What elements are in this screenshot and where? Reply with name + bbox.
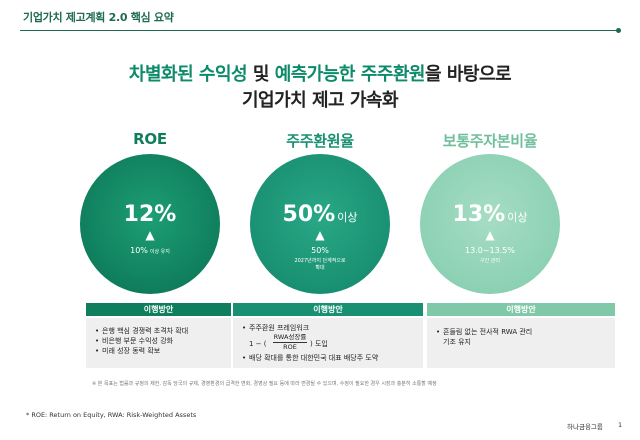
list-item: 배당 확대를 통한 대한민국 대표 배당주 도약 <box>233 353 423 363</box>
shareholder-return-current-value: 50% <box>311 246 329 255</box>
headline-accent-shareholder-return: 예측가능한 주주환원 <box>274 64 426 85</box>
panel-title-roe: 이행방안 <box>86 303 231 316</box>
cet1-circle: 13% 이상 ▲ 13.0~13.5% 구간 관리 <box>420 154 560 294</box>
header-divider <box>20 28 621 33</box>
list-item: 미래 성장 동력 확보 <box>86 346 231 356</box>
roe-current-value: 10% 이상 유지 <box>130 246 170 255</box>
headline-line1: 차별화된 수익성 및 예측가능한 주주환원을 바탕으로 <box>0 60 640 86</box>
shareholder-return-note: 2027년까지 단계적으로 <box>294 258 346 264</box>
up-arrow-icon: ▲ <box>145 228 155 242</box>
headline-line2: 기업가치 제고 가속화 <box>241 90 399 111</box>
panel-roe: 은행 핵심 경쟁력 초격차 확대 비은행 부문 수익성 강화 미래 성장 동력 … <box>86 318 231 368</box>
brand-name: 하나금융그룹 <box>567 423 603 431</box>
shareholder-return-target-value: 50% 이상 <box>282 202 358 227</box>
formula-suffix: ) 도입 <box>310 340 328 348</box>
panel-title-shareholder-return: 이행방안 <box>233 303 423 316</box>
list-item: 은행 핵심 경쟁력 초격차 확대 <box>86 326 231 336</box>
disclaimer: ※ 본 목표는 법률과 규정의 제한, 감독 당국의 규제, 경영환경의 급격한… <box>92 381 437 387</box>
label-shareholder-return: 주주환원율 <box>286 132 354 150</box>
panel-shareholder-return: 주주환원 프레임워크 1 − ( RWA성장률 ROE ) 도입 배당 확대를 … <box>233 318 423 368</box>
formula-fraction: RWA성장률 ROE <box>273 333 307 352</box>
panel-cet1: 흔들림 없는 전사적 RWA 관리 기조 유지 <box>427 318 615 368</box>
panel-title-cet1: 이행방안 <box>427 303 615 316</box>
label-cet1-ratio: 보통주자본비율 <box>442 132 538 150</box>
payout-formula: 1 − ( RWA성장률 ROE ) 도입 <box>233 333 423 353</box>
up-arrow-icon: ▲ <box>315 228 325 242</box>
shareholder-return-circle: 50% 이상 ▲ 50% 2027년까지 단계적으로 확대 <box>250 154 390 294</box>
roe-target-value: 12% <box>123 202 177 227</box>
up-arrow-icon: ▲ <box>485 228 495 242</box>
cet1-note: 구간 관리 <box>480 258 500 264</box>
headline-accent-profitability: 차별화된 수익성 <box>128 64 248 85</box>
headline-suffix: 을 바탕으로 <box>425 64 512 85</box>
list-item: 비은행 부문 수익성 강화 <box>86 336 231 346</box>
section-title: 기업가치 제고계획 2.0 핵심 요약 <box>23 11 174 24</box>
cet1-current-range: 13.0~13.5% <box>465 246 515 255</box>
footnote: * ROE: Return on Equity, RWA: Risk-Weigh… <box>26 411 197 419</box>
page-number: 1 <box>618 421 623 429</box>
shareholder-return-note-2: 확대 <box>315 265 325 271</box>
formula-denominator: ROE <box>283 343 297 351</box>
cet1-target-value: 13% 이상 <box>452 202 528 227</box>
formula-prefix: 1 − ( <box>249 340 267 348</box>
list-item: 흔들림 없는 전사적 RWA 관리 <box>427 327 615 337</box>
label-roe: ROE <box>133 130 167 148</box>
headline-conjunction: 및 <box>247 64 275 85</box>
list-item: 주주환원 프레임워크 <box>233 323 423 333</box>
list-item-continuation: 기조 유지 <box>443 338 471 346</box>
roe-circle: 12% ▲ 10% 이상 유지 <box>80 154 220 294</box>
formula-numerator: RWA성장률 <box>273 333 307 343</box>
